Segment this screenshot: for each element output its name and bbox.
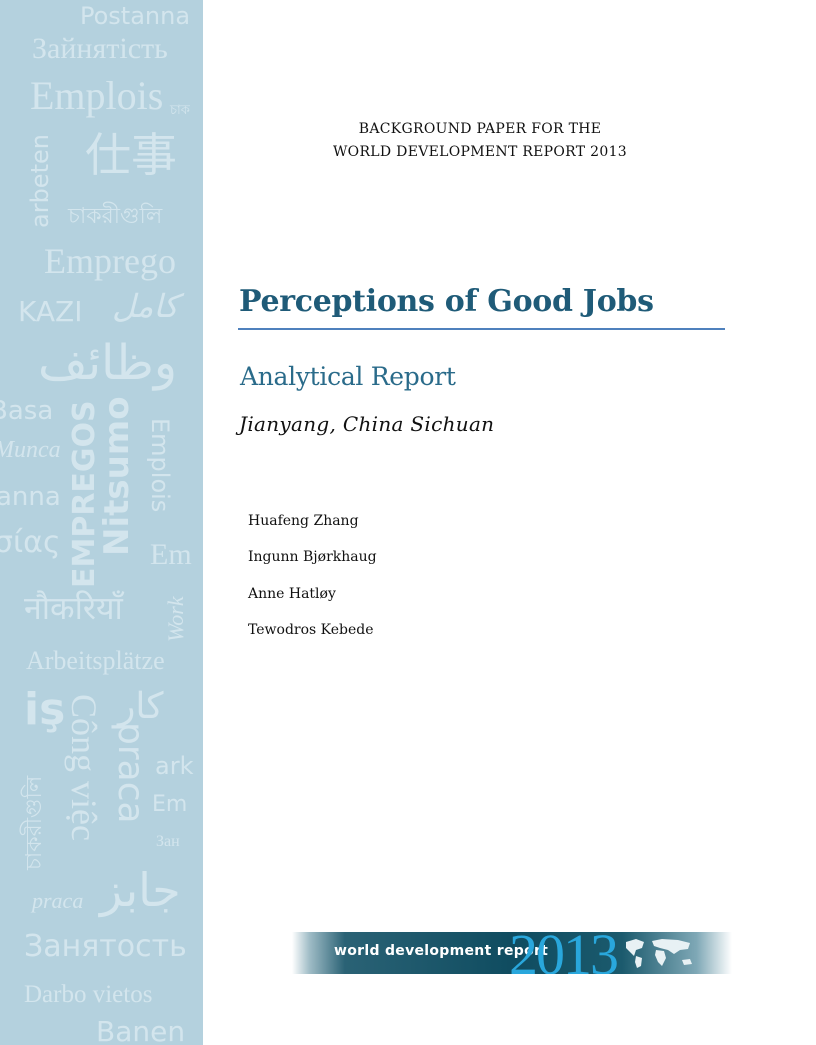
watermark-word: Arbeitsplätze <box>26 646 165 675</box>
watermark-word: Banen <box>96 1015 186 1045</box>
document-location: Jianyang, China Sichuan <box>239 412 495 436</box>
header-line-1: BACKGROUND PAPER FOR THE <box>358 121 602 137</box>
watermark-word: جابز <box>100 865 181 916</box>
header-line-2: WORLD DEVELOPMENT REPORT 2013 <box>332 144 627 160</box>
author-name: Anne Hatløy <box>248 585 336 602</box>
watermark-word: চাকরীগুলি <box>22 775 47 870</box>
sidebar-watermark-panel: Postanna Зайнятість Emplois চাক arbeten … <box>0 0 203 1045</box>
watermark-word: σίας <box>0 525 61 560</box>
watermark-word: وظائف <box>38 337 178 390</box>
watermark-word: Em <box>150 538 192 571</box>
watermark-word: Basa <box>0 396 54 426</box>
watermark-word: iş <box>24 684 66 735</box>
author-name: Tewodros Kebede <box>248 621 374 638</box>
title-underline <box>238 328 725 330</box>
watermark-word: Munca <box>0 437 61 463</box>
watermark-word: Em <box>152 792 188 817</box>
watermark-word: کامل <box>112 288 179 324</box>
watermark-word: praca <box>110 722 151 824</box>
watermark-word: Emplois <box>146 418 174 513</box>
author-name: Huafeng Zhang <box>248 513 359 529</box>
banner-text: world development report <box>334 943 549 959</box>
watermark-word: Công việc <box>64 694 104 841</box>
watermark-word: arbeten <box>26 134 54 228</box>
watermark-word: Darbo vietos <box>24 981 153 1008</box>
watermark-word: Work <box>163 596 188 642</box>
author-name: Ingunn Bjørkhaug <box>248 549 377 566</box>
watermark-word: 仕事 <box>85 128 177 182</box>
watermark-word: Emprego <box>44 241 176 281</box>
watermark-word: Postanna <box>80 2 191 30</box>
document-title: Perceptions of Good Jobs <box>239 284 654 319</box>
watermark-word: anna <box>0 482 61 512</box>
background-paper-header: BACKGROUND PAPER FOR THE WORLD DEVELOPME… <box>240 118 720 164</box>
watermark-word: চাকরীগুলি <box>68 204 163 229</box>
watermark-word: Зайнятість <box>32 32 168 65</box>
watermark-word: ark <box>155 752 194 780</box>
watermark-word: Nitsumo <box>97 396 137 556</box>
banner-year: 2013 <box>509 932 619 974</box>
document-subtitle: Analytical Report <box>240 362 456 391</box>
watermark-word: کار <box>118 686 164 726</box>
watermark-word: Занятость <box>24 929 187 964</box>
watermark-word: Зан <box>156 833 180 850</box>
watermark-word: praca <box>32 888 84 913</box>
watermark-word: Emplois <box>30 73 164 118</box>
watermark-word: চাক <box>170 103 190 118</box>
watermark-word: EMPREGOS <box>67 400 102 588</box>
world-map-icon <box>626 939 692 968</box>
wdr-2013-logo-banner: world development report 2013 <box>292 932 732 974</box>
watermark-word: नौकरियाँ <box>24 589 123 627</box>
watermark-word: KAZI <box>18 295 83 328</box>
author-list: Huafeng Zhang Ingunn Bjørkhaug Anne Hatl… <box>248 511 377 656</box>
